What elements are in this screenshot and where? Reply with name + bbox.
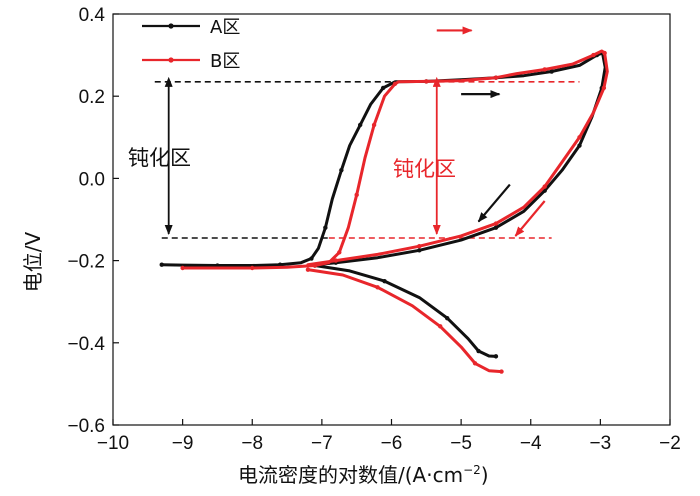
series-b-forward-point bbox=[591, 52, 596, 58]
series-b-cathodic-point bbox=[438, 324, 443, 329]
legend: A区 B区 bbox=[142, 17, 240, 72]
passivation-label-right: 钝化区 bbox=[393, 157, 456, 181]
series-b-forward-point bbox=[371, 122, 377, 128]
arrow-reverse-red bbox=[514, 200, 546, 237]
y-tick-label: −0.6 bbox=[67, 416, 105, 437]
x-tick-label: −9 bbox=[172, 433, 194, 454]
series-a-reverse-point bbox=[493, 225, 499, 230]
series-a-forward-point bbox=[323, 225, 328, 230]
series-b-forward-point bbox=[354, 192, 359, 198]
x-tick-label: −5 bbox=[450, 433, 472, 454]
series-a-forward-point bbox=[309, 256, 314, 261]
legend-label-a: A区 bbox=[210, 17, 240, 38]
series-a-forward-point bbox=[549, 69, 554, 74]
series-a-forward-point bbox=[380, 85, 386, 91]
y-tick-label: 0.0 bbox=[79, 169, 105, 190]
series-b-cathodic-point bbox=[305, 267, 311, 272]
axis-ticks: −10 −9 −8 −7 −6 −5 −4 −3 −2 −0.6 −0.4 −0.2 0.0 0.2 0.4 bbox=[67, 5, 680, 454]
passivation-label-left: 钝化区 bbox=[128, 146, 191, 170]
series-b-forward bbox=[181, 49, 607, 270]
series-b-forward-point bbox=[180, 265, 185, 271]
series-b-cathodic-point bbox=[472, 361, 478, 366]
arrow-reverse-black bbox=[477, 183, 511, 223]
series-b-forward-point bbox=[542, 67, 547, 72]
series-b-forward-point bbox=[250, 265, 255, 271]
series-a-cathodic-point bbox=[493, 354, 499, 359]
y-tick-label: −0.2 bbox=[67, 252, 105, 273]
x-tick-label: −3 bbox=[590, 433, 612, 454]
legend-marker-a bbox=[168, 23, 174, 29]
x-tick-label: −7 bbox=[311, 433, 333, 454]
y-axis-title: 电位/V bbox=[21, 231, 45, 292]
x-axis-title-sup: −2 bbox=[463, 463, 481, 477]
series-b-forward-point bbox=[392, 81, 398, 87]
direction-arrows bbox=[164, 26, 546, 237]
legend-label-b: B区 bbox=[210, 51, 240, 72]
y-tick-label: 0.2 bbox=[79, 87, 105, 108]
y-tick-label: −0.4 bbox=[67, 334, 105, 355]
series-a-forward-point bbox=[277, 262, 283, 267]
series-a-reverse-point bbox=[417, 248, 422, 253]
series-a-forward-point bbox=[339, 167, 344, 173]
series-b-reverse-point bbox=[333, 258, 338, 263]
series-a-reverse-point bbox=[577, 143, 582, 148]
series-a-forward-point bbox=[159, 262, 164, 267]
x-tick-label: −2 bbox=[659, 433, 681, 454]
x-axis-title-close: ) bbox=[481, 463, 489, 487]
series-b-forward-point bbox=[312, 263, 318, 268]
x-axis-title-main: 电流密度的对数值/(A·cm bbox=[238, 463, 463, 487]
series-b-reverse-point bbox=[493, 221, 499, 226]
series-b-cathodic-point bbox=[375, 285, 380, 290]
series-curves bbox=[159, 49, 609, 374]
x-tick-label: −4 bbox=[520, 433, 542, 454]
series-a-forward-point bbox=[357, 122, 363, 128]
y-tick-label: 0.4 bbox=[79, 5, 106, 26]
series-a-forward bbox=[160, 51, 604, 267]
series-b-cathodic-point bbox=[499, 369, 504, 374]
x-tick-label: −8 bbox=[241, 433, 263, 454]
series-b-forward-point bbox=[602, 50, 607, 56]
series-b-forward-point bbox=[337, 250, 342, 255]
series-a-cathodic-point bbox=[382, 278, 387, 284]
series-a-cathodic-point bbox=[445, 315, 450, 321]
plot-frame bbox=[112, 13, 671, 426]
x-axis-title: 电流密度的对数值/(A·cm−2) bbox=[238, 463, 489, 487]
series-b-cathodic bbox=[306, 268, 503, 374]
series-a-cathodic-point bbox=[476, 348, 481, 354]
series-b-reverse-point bbox=[542, 184, 547, 189]
series-b-forward-point bbox=[493, 75, 499, 80]
legend-marker-b bbox=[168, 57, 174, 63]
series-b-reverse-point bbox=[577, 135, 582, 140]
series-b-reverse-point bbox=[417, 244, 422, 249]
x-tick-label: −6 bbox=[381, 433, 403, 454]
series-a-cathodic bbox=[313, 264, 498, 358]
series-b-forward-point bbox=[424, 79, 429, 84]
series-b-reverse bbox=[306, 51, 609, 267]
series-a-reverse bbox=[313, 51, 607, 267]
series-b-reverse-point bbox=[601, 85, 607, 91]
x-tick-label: −10 bbox=[97, 433, 129, 454]
